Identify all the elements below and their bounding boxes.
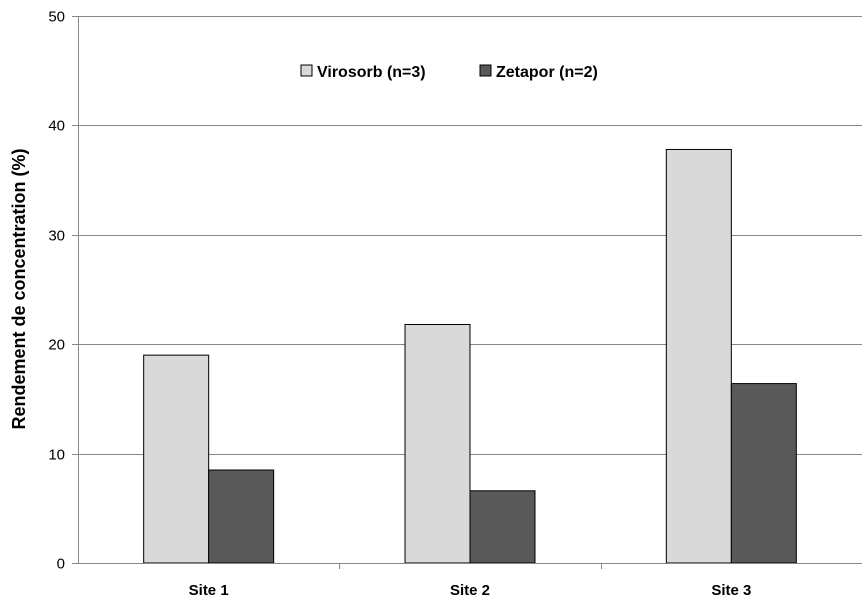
- y-tick-label: 30: [48, 228, 65, 245]
- bar-zetapor-site-2: [469, 490, 536, 564]
- legend-label-virosorb: Virosorb (n=3): [317, 64, 426, 81]
- bar-zetapor-site-3: [730, 383, 797, 564]
- legend-swatch-virosorb: [300, 64, 313, 77]
- y-tick-label: 10: [48, 447, 65, 464]
- bar-virosorb-site-2: [404, 324, 471, 564]
- x-category-label: Site 2: [450, 582, 490, 599]
- y-tick-label: 50: [48, 9, 65, 26]
- y-tick-label: 40: [48, 118, 65, 135]
- x-category-label: Site 1: [189, 582, 229, 599]
- y-tick-labels: 0 10 20 30 40 50: [48, 9, 65, 573]
- y-tick-label: 0: [57, 556, 65, 573]
- x-category-label: Site 3: [711, 582, 751, 599]
- legend-label-zetapor: Zetapor (n=2): [496, 64, 598, 81]
- legend-swatch-zetapor: [479, 64, 492, 77]
- bar-virosorb-site-3: [665, 148, 732, 564]
- x-category-labels: Site 1 Site 2 Site 3: [189, 582, 752, 599]
- bars: [143, 148, 797, 564]
- y-tick-label: 20: [48, 337, 65, 354]
- legend: Virosorb (n=3) Zetapor (n=2): [300, 64, 598, 81]
- bar-zetapor-site-1: [208, 469, 275, 564]
- axes: [72, 16, 862, 569]
- y-axis-title: Rendement de concentration (%): [9, 148, 29, 429]
- bar-virosorb-site-1: [143, 354, 210, 564]
